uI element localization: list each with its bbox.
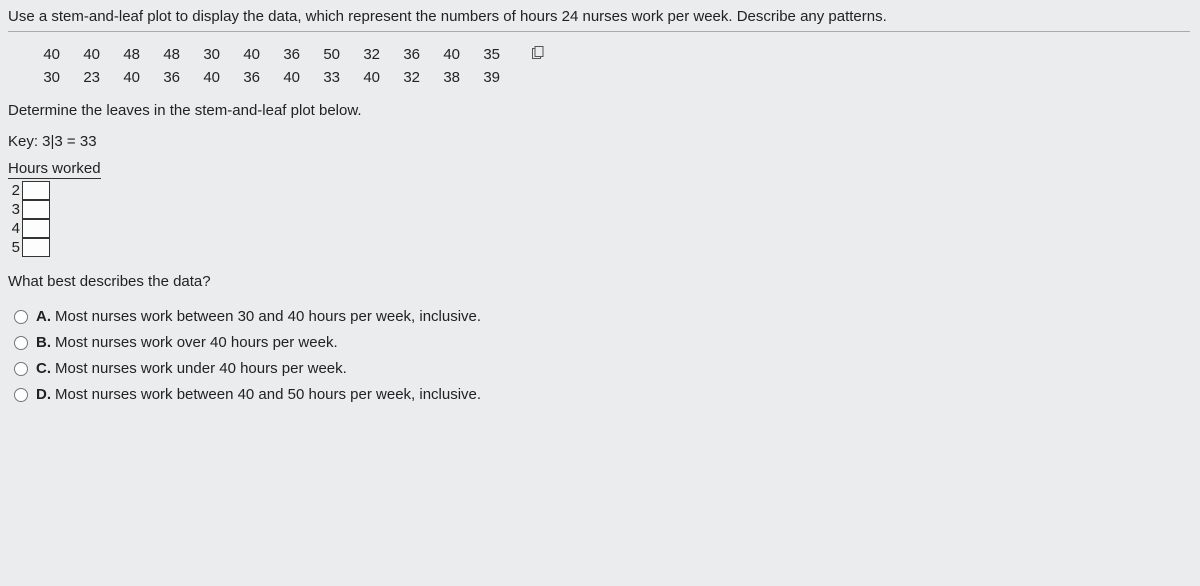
stem-row-2: 2 bbox=[8, 181, 50, 200]
leaf-input-3[interactable] bbox=[22, 200, 50, 219]
data-cell: 40 bbox=[198, 69, 220, 86]
data-cell: 40 bbox=[38, 46, 60, 63]
data-cell: 36 bbox=[398, 46, 420, 63]
data-cell: 30 bbox=[38, 69, 60, 86]
data-cell: 32 bbox=[358, 46, 380, 63]
data-cell: 48 bbox=[158, 46, 180, 63]
data-cell: 33 bbox=[318, 69, 340, 86]
option-d[interactable]: D.Most nurses work between 40 and 50 hou… bbox=[14, 386, 1190, 403]
answer-options: A.Most nurses work between 30 and 40 hou… bbox=[14, 308, 1190, 403]
data-cell: 40 bbox=[238, 46, 260, 63]
key-text: Key: 3|3 = 33 bbox=[8, 133, 1190, 150]
data-cell: 32 bbox=[398, 69, 420, 86]
stem-4: 4 bbox=[8, 219, 22, 238]
stem-3: 3 bbox=[8, 200, 22, 219]
data-row-1: 40 40 48 48 30 40 36 50 32 36 40 35 bbox=[38, 46, 1190, 63]
stem-5: 5 bbox=[8, 238, 22, 257]
radio-a[interactable] bbox=[14, 310, 28, 324]
stem-row-5: 5 bbox=[8, 238, 50, 257]
data-cell: 40 bbox=[438, 46, 460, 63]
copy-icon[interactable] bbox=[530, 46, 552, 63]
data-cell: 35 bbox=[478, 46, 500, 63]
data-cell: 40 bbox=[118, 69, 140, 86]
data-cell: 38 bbox=[438, 69, 460, 86]
data-cell: 40 bbox=[358, 69, 380, 86]
option-b[interactable]: B.Most nurses work over 40 hours per wee… bbox=[14, 334, 1190, 351]
stem-2: 2 bbox=[8, 181, 22, 200]
option-c[interactable]: C.Most nurses work under 40 hours per we… bbox=[14, 360, 1190, 377]
data-cell: 30 bbox=[198, 46, 220, 63]
data-cell: 36 bbox=[278, 46, 300, 63]
option-b-label: B.Most nurses work over 40 hours per wee… bbox=[36, 334, 338, 351]
option-d-label: D.Most nurses work between 40 and 50 hou… bbox=[36, 386, 481, 403]
describe-question: What best describes the data? bbox=[8, 273, 1190, 290]
data-cell: 50 bbox=[318, 46, 340, 63]
data-block: 40 40 48 48 30 40 36 50 32 36 40 35 30 2… bbox=[38, 46, 1190, 86]
radio-c[interactable] bbox=[14, 362, 28, 376]
radio-b[interactable] bbox=[14, 336, 28, 350]
option-a-label: A.Most nurses work between 30 and 40 hou… bbox=[36, 308, 481, 325]
data-cell: 39 bbox=[478, 69, 500, 86]
question-page: Use a stem-and-leaf plot to display the … bbox=[0, 0, 1200, 586]
leaf-input-4[interactable] bbox=[22, 219, 50, 238]
data-cell: 36 bbox=[158, 69, 180, 86]
data-cell: 23 bbox=[78, 69, 100, 86]
data-row-2: 30 23 40 36 40 36 40 33 40 32 38 39 bbox=[38, 69, 1190, 86]
data-cell: 40 bbox=[78, 46, 100, 63]
instruction-text: Determine the leaves in the stem-and-lea… bbox=[8, 102, 1190, 119]
leaf-input-2[interactable] bbox=[22, 181, 50, 200]
data-cell: 40 bbox=[278, 69, 300, 86]
leaf-input-5[interactable] bbox=[22, 238, 50, 257]
hours-worked-label: Hours worked bbox=[8, 160, 101, 179]
stem-leaf-table: 2 3 4 5 bbox=[8, 181, 50, 257]
data-cell: 36 bbox=[238, 69, 260, 86]
option-c-label: C.Most nurses work under 40 hours per we… bbox=[36, 360, 347, 377]
data-cell: 48 bbox=[118, 46, 140, 63]
stem-row-3: 3 bbox=[8, 200, 50, 219]
radio-d[interactable] bbox=[14, 388, 28, 402]
stem-row-4: 4 bbox=[8, 219, 50, 238]
option-a[interactable]: A.Most nurses work between 30 and 40 hou… bbox=[14, 308, 1190, 325]
question-text: Use a stem-and-leaf plot to display the … bbox=[8, 8, 1190, 32]
